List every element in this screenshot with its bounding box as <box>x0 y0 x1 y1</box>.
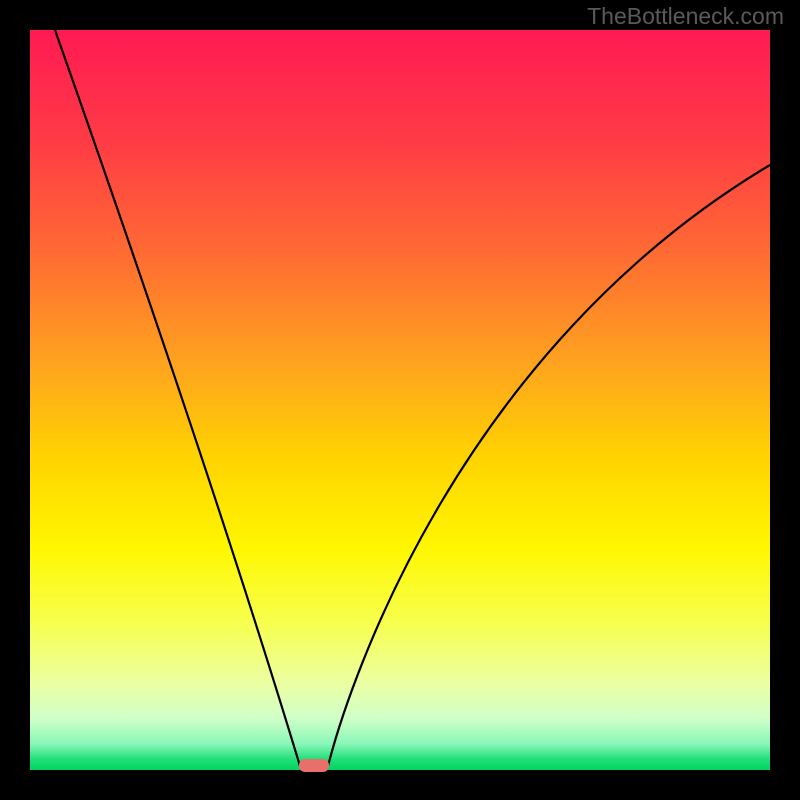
watermark-text: TheBottleneck.com <box>587 3 784 30</box>
gradient-plot-area <box>30 30 770 770</box>
chart-canvas: TheBottleneck.com <box>0 0 800 800</box>
minimum-marker <box>299 759 329 772</box>
